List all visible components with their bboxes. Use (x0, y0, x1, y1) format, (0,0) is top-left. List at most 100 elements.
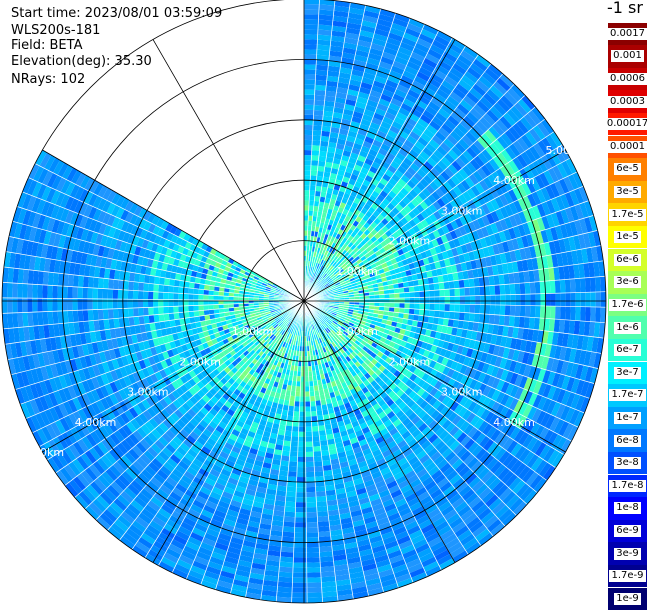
range-gate (306, 542, 319, 547)
range-gate (480, 295, 485, 304)
range-gate (282, 532, 294, 538)
range-gate (311, 150, 319, 156)
range-gate (315, 486, 325, 492)
range-gate (307, 577, 322, 583)
range-gate (289, 456, 297, 462)
range-gate (494, 315, 500, 325)
range-gate (304, 165, 311, 170)
range-gate (591, 292, 596, 307)
range-gate (304, 150, 312, 155)
range-gate (454, 312, 460, 320)
range-gate (566, 293, 571, 307)
range-gate (550, 306, 556, 319)
range-gate (560, 280, 566, 294)
range-gate (449, 289, 454, 297)
range-gate (311, 160, 318, 166)
range-gate (278, 577, 293, 583)
range-gate (390, 298, 395, 303)
range-gate (304, 19, 318, 24)
range-gate (315, 471, 324, 477)
range-gate (470, 287, 476, 296)
range-gate (317, 506, 328, 512)
range-gate (455, 304, 460, 312)
range-gate (404, 303, 409, 309)
range-gate (500, 295, 505, 305)
range-gate (306, 517, 317, 522)
range-gate (284, 517, 296, 523)
range-gate (316, 491, 326, 497)
range-gate (277, 587, 292, 593)
range-gate (312, 436, 320, 442)
range-gate (460, 296, 465, 304)
range-gate (464, 279, 470, 288)
range-gate (464, 313, 470, 322)
range-gate (475, 296, 480, 305)
range-gate (520, 305, 526, 316)
range-gate (280, 552, 293, 558)
range-gate (310, 180, 316, 185)
range-gate (297, 472, 306, 477)
range-gate (315, 85, 326, 91)
range-gate (304, 44, 317, 49)
range-gate (305, 447, 313, 452)
range-gate (389, 294, 394, 299)
range-gate (305, 412, 311, 417)
range-gate (314, 466, 323, 472)
range-gate (495, 295, 500, 305)
range-gate (317, 171, 324, 177)
range-gate (575, 307, 581, 321)
range-gate (419, 303, 424, 309)
range-gate (586, 292, 591, 307)
range-gate (454, 280, 460, 288)
range-gate (485, 305, 490, 315)
range-gate (312, 135, 321, 141)
range-gate (435, 297, 440, 304)
range-gate (288, 471, 297, 477)
range-gate (311, 411, 317, 417)
range-gate (306, 462, 315, 467)
range-gate (561, 293, 566, 306)
range-gate (305, 406, 311, 411)
range-gate (307, 582, 322, 588)
range-gate (515, 283, 521, 294)
range-gate (307, 587, 322, 593)
range-gate (311, 155, 319, 161)
range-gate (292, 421, 299, 426)
range-gate (291, 441, 299, 447)
range-gate (429, 310, 435, 317)
range-gate (297, 462, 306, 467)
range-gate (581, 292, 586, 306)
range-gate (313, 451, 321, 457)
range-gate (440, 297, 445, 304)
range-gate (465, 304, 470, 313)
range-gate (305, 381, 309, 386)
range-gate (504, 315, 510, 326)
range-gate (304, 195, 309, 200)
range-gate (304, 175, 310, 180)
range-gate (433, 317, 439, 325)
range-gate (490, 305, 495, 315)
range-gate (505, 284, 511, 295)
range-gate (279, 567, 293, 573)
range-gate (304, 105, 314, 110)
range-gate (305, 391, 310, 396)
range-gate (509, 316, 515, 327)
range-gate (495, 285, 501, 295)
range-gate (291, 431, 298, 436)
range-gate (555, 280, 561, 293)
range-gate (297, 467, 306, 472)
range-gate (281, 547, 294, 553)
range-gate (530, 282, 536, 294)
range-gate (306, 532, 318, 537)
range-gate (596, 292, 601, 307)
range-gate (309, 200, 314, 205)
range-gate (304, 110, 314, 115)
range-gate (304, 145, 312, 150)
range-gate (285, 431, 292, 437)
range-gate (304, 215, 308, 220)
range-gate (515, 294, 520, 305)
range-gate (304, 120, 313, 125)
range-gate (405, 298, 410, 303)
range-gate (469, 278, 475, 287)
range-gate (449, 281, 455, 289)
